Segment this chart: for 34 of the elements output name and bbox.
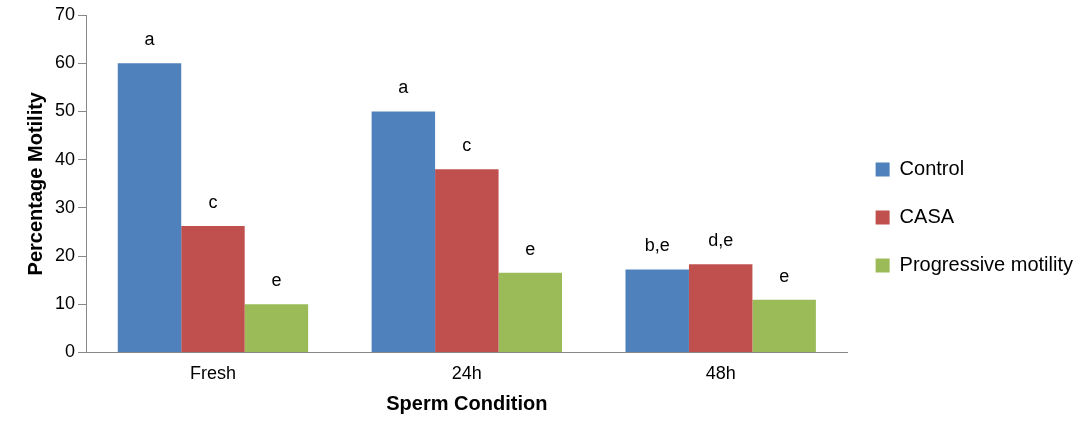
data-label: a	[144, 29, 156, 50]
legend-label: Progressive motility	[899, 253, 1074, 276]
y-axis-title: Percentage Motility	[23, 91, 46, 276]
y-tick-label: 30	[54, 196, 76, 217]
y-tick-label: 50	[54, 100, 76, 121]
data-label: d,e	[708, 230, 734, 251]
y-tick-label: 60	[54, 52, 76, 73]
data-label: e	[779, 265, 790, 286]
x-tick-label: 48h	[705, 363, 736, 384]
data-label: e	[525, 238, 536, 259]
data-label: c	[462, 135, 472, 156]
bar	[435, 169, 499, 352]
y-tick-label: 40	[54, 148, 76, 169]
data-label: c	[208, 192, 218, 213]
data-label: e	[271, 270, 282, 291]
x-tick-label: Fresh	[189, 363, 236, 384]
bar	[625, 269, 689, 352]
y-tick-label: 10	[54, 293, 76, 314]
data-label: a	[398, 77, 410, 98]
y-tick-label: 20	[54, 244, 76, 265]
legend-label: Control	[899, 157, 965, 180]
legend-label: CASA	[899, 205, 955, 228]
data-label: b,e	[644, 235, 670, 256]
bar	[371, 111, 436, 352]
y-tick-label: 70	[54, 3, 76, 24]
x-tick-label: 24h	[451, 363, 482, 384]
bar	[498, 272, 563, 352]
x-axis-title: Sperm Condition	[386, 391, 548, 414]
y-tick-label: 0	[65, 341, 76, 362]
bar	[752, 299, 816, 352]
bar	[117, 63, 182, 352]
bar	[688, 264, 753, 352]
bar	[181, 226, 245, 352]
bar	[244, 304, 309, 352]
